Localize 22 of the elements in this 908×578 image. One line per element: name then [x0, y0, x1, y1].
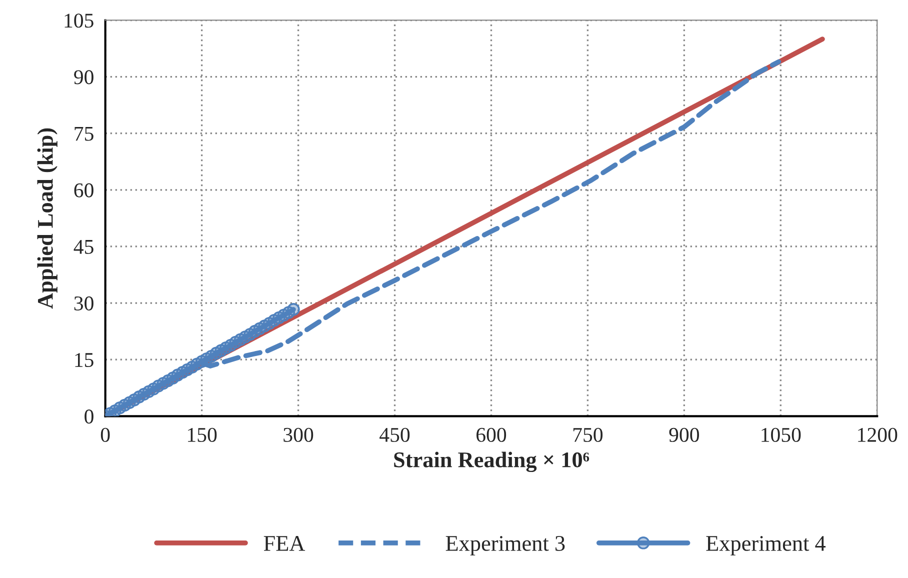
x-tick-label: 0: [100, 428, 110, 442]
x-tick-label: 1050: [762, 428, 801, 442]
y-tick-label: 75: [74, 126, 94, 141]
y-tick-label: 105: [64, 14, 94, 28]
y-tick-label: 60: [74, 183, 94, 198]
x-tick-label: 150: [188, 428, 217, 442]
legend-label: Experiment 3: [446, 536, 565, 556]
x-tick-label: 450: [380, 428, 410, 442]
y-axis-title: Applied Load (kip): [37, 128, 58, 309]
y-tick-label: 30: [74, 296, 94, 310]
x-tick-label: 300: [284, 428, 314, 442]
x-tick-label: 750: [573, 428, 603, 442]
y-tick-label: 15: [75, 353, 94, 368]
x-tick-label: 1200: [858, 428, 898, 442]
x-tick-label: 900: [669, 428, 700, 442]
y-tick-label: 0: [84, 410, 94, 424]
y-tick-label: 45: [74, 240, 94, 254]
legend-label: FEA: [264, 536, 306, 551]
x-axis-title: Strain Reading × 10⁶: [394, 452, 590, 472]
y-tick-label: 90: [74, 70, 94, 84]
x-tick-label: 600: [476, 428, 506, 442]
legend-label: Experiment 4: [706, 536, 826, 556]
